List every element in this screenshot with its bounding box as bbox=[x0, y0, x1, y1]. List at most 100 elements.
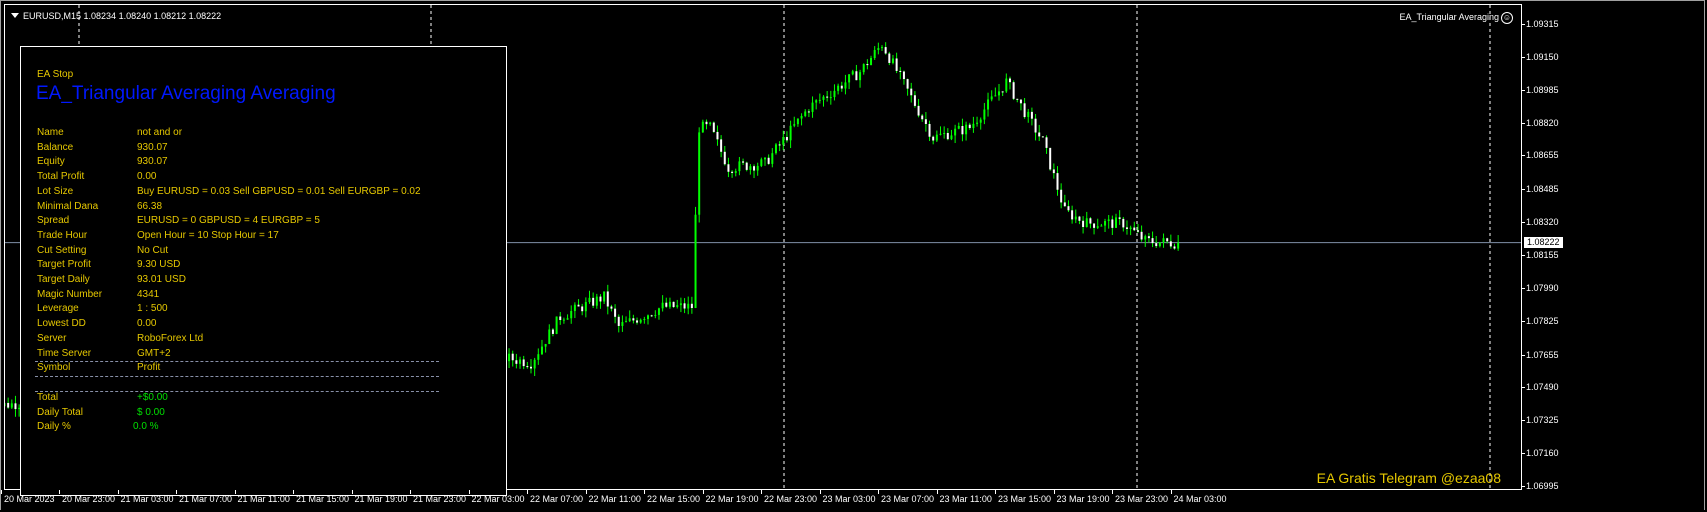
candle-body bbox=[661, 302, 664, 309]
candle bbox=[617, 314, 620, 333]
candle-body bbox=[555, 316, 558, 334]
candle bbox=[983, 102, 986, 125]
candle-body bbox=[519, 359, 522, 364]
candle bbox=[668, 297, 671, 309]
row-label: Cut Setting bbox=[37, 244, 87, 256]
candle-body bbox=[1166, 238, 1169, 242]
row-value: 4341 bbox=[137, 288, 160, 300]
candle bbox=[793, 116, 796, 128]
price-tick: 1.07325 bbox=[1522, 415, 1559, 426]
price-tick: 1.08485 bbox=[1522, 184, 1559, 195]
dropdown-triangle-icon[interactable] bbox=[11, 13, 19, 18]
candle-body bbox=[709, 122, 712, 125]
time-tick: 23 Mar 23:00 bbox=[1111, 490, 1169, 504]
candle-body bbox=[1001, 91, 1004, 93]
candle-body bbox=[625, 321, 628, 323]
candle-body bbox=[1125, 227, 1128, 229]
candle-body bbox=[577, 304, 580, 307]
candle bbox=[676, 299, 679, 309]
candle bbox=[928, 120, 931, 142]
ea-name: EA_Triangular Averaging bbox=[1399, 12, 1499, 22]
candle-body bbox=[530, 366, 532, 369]
candle bbox=[1023, 97, 1026, 119]
candle bbox=[698, 127, 701, 223]
candle-body bbox=[540, 346, 543, 355]
candle bbox=[723, 145, 726, 166]
price-tick: 1.07160 bbox=[1522, 448, 1559, 459]
candle bbox=[994, 87, 997, 97]
candle bbox=[800, 113, 803, 126]
candle bbox=[573, 302, 576, 319]
candle bbox=[621, 315, 624, 332]
candle-body bbox=[621, 322, 624, 326]
candle-body bbox=[888, 53, 891, 63]
candle bbox=[778, 141, 781, 152]
candle-body bbox=[639, 319, 642, 323]
candle bbox=[771, 148, 774, 168]
candle bbox=[826, 90, 829, 102]
candle bbox=[650, 314, 653, 317]
candle-body bbox=[617, 316, 620, 326]
candle-body bbox=[581, 306, 584, 312]
candle bbox=[899, 67, 902, 80]
divider bbox=[35, 361, 439, 363]
time-tick: 24 Mar 03:00 bbox=[1170, 490, 1227, 504]
candle-body bbox=[954, 128, 957, 136]
candle bbox=[1082, 216, 1085, 234]
candle-body bbox=[705, 121, 708, 125]
candle-body bbox=[650, 315, 653, 317]
candle bbox=[1063, 194, 1066, 207]
candle bbox=[998, 84, 1000, 101]
row-value: +$0.00 bbox=[137, 391, 168, 403]
price-tick: 1.08320 bbox=[1522, 217, 1559, 228]
candle bbox=[1111, 215, 1114, 235]
row-label: Magic Number bbox=[37, 288, 103, 300]
candle-body bbox=[906, 79, 909, 89]
row-value: Buy EURUSD = 0.03 Sell GBPUSD = 0.01 Sel… bbox=[137, 185, 421, 197]
candle-body bbox=[891, 58, 894, 63]
price-tick: 1.07655 bbox=[1522, 349, 1559, 360]
candle-body bbox=[672, 301, 675, 307]
price-tick: 1.09315 bbox=[1522, 19, 1559, 29]
candle bbox=[1049, 147, 1052, 171]
row-value: 930.07 bbox=[137, 141, 168, 153]
candle bbox=[888, 51, 891, 66]
candle-body bbox=[1078, 216, 1081, 221]
candle bbox=[848, 74, 851, 90]
row-label: Name bbox=[37, 127, 64, 138]
candle bbox=[690, 296, 693, 314]
candle-body bbox=[811, 102, 814, 112]
candle bbox=[906, 78, 909, 96]
candle-body bbox=[895, 58, 898, 71]
profit-column-header: Profit bbox=[137, 362, 161, 374]
candle-body bbox=[679, 303, 682, 306]
candle bbox=[1129, 225, 1132, 236]
candle-body bbox=[1060, 189, 1063, 203]
candle bbox=[833, 84, 836, 101]
candle bbox=[807, 109, 810, 118]
candle-body bbox=[935, 134, 938, 141]
candle-body bbox=[1049, 147, 1052, 170]
row-label: Daily % bbox=[37, 421, 71, 433]
candle bbox=[526, 361, 529, 369]
candle bbox=[855, 64, 858, 81]
candle-body bbox=[712, 122, 715, 132]
candle bbox=[705, 119, 708, 130]
candle-body bbox=[870, 58, 873, 66]
candle-body bbox=[676, 305, 679, 307]
candle bbox=[720, 135, 723, 158]
candle-body bbox=[537, 354, 540, 360]
candle bbox=[1158, 242, 1161, 248]
candle bbox=[1030, 107, 1033, 126]
candle-body bbox=[804, 111, 807, 116]
expert-advisor-label[interactable]: EA_Triangular Averaging ☺ bbox=[1399, 12, 1513, 24]
candle-body bbox=[815, 100, 818, 103]
candle-body bbox=[844, 82, 847, 89]
row-value: 0.0 % bbox=[133, 421, 159, 433]
row-value: 1 : 500 bbox=[137, 303, 168, 315]
candle-body bbox=[1041, 136, 1044, 138]
candle-body bbox=[987, 99, 990, 110]
candle bbox=[961, 118, 964, 142]
candle-body bbox=[1063, 202, 1066, 207]
candle-body bbox=[18, 407, 21, 410]
